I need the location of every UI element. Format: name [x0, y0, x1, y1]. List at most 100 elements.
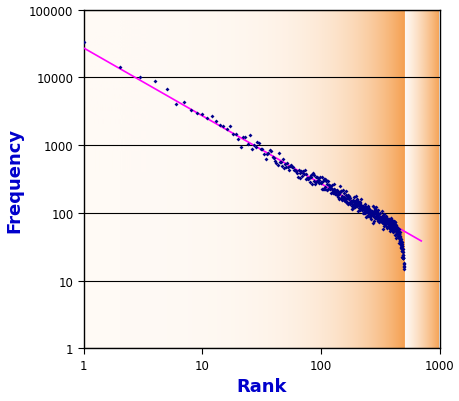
- Point: [371, 208, 378, 214]
- Point: [364, 206, 371, 213]
- Point: [226, 124, 233, 130]
- Point: [291, 169, 299, 175]
- Point: [389, 221, 397, 227]
- Point: [198, 112, 206, 118]
- Point: [384, 220, 391, 227]
- Point: [394, 229, 402, 235]
- Point: [325, 182, 332, 189]
- Point: [384, 219, 392, 225]
- Point: [394, 231, 401, 238]
- Point: [388, 218, 395, 225]
- Point: [312, 180, 319, 186]
- Point: [313, 178, 320, 184]
- Point: [323, 181, 330, 188]
- Point: [390, 219, 397, 226]
- Point: [368, 209, 375, 215]
- Point: [381, 213, 389, 220]
- Point: [272, 160, 280, 167]
- Point: [372, 205, 379, 211]
- Point: [388, 219, 395, 226]
- Point: [361, 210, 368, 217]
- Point: [348, 197, 356, 203]
- Point: [350, 194, 357, 201]
- Point: [325, 184, 333, 190]
- Point: [388, 225, 395, 231]
- Point: [396, 237, 403, 243]
- Point: [330, 186, 337, 192]
- Point: [340, 198, 347, 205]
- Point: [364, 211, 371, 217]
- Point: [271, 158, 278, 165]
- Point: [303, 176, 311, 183]
- Point: [385, 221, 392, 227]
- Point: [385, 218, 392, 224]
- Point: [362, 209, 369, 215]
- Point: [383, 216, 390, 223]
- Point: [378, 213, 386, 219]
- Point: [393, 229, 401, 235]
- Point: [347, 200, 354, 206]
- Point: [339, 194, 347, 200]
- Point: [389, 222, 396, 228]
- Point: [364, 210, 371, 217]
- Point: [359, 205, 366, 211]
- Point: [234, 137, 241, 143]
- Point: [393, 225, 400, 232]
- Point: [387, 227, 394, 234]
- Point: [396, 235, 403, 242]
- Point: [356, 205, 363, 211]
- Point: [398, 252, 406, 259]
- Point: [334, 196, 341, 203]
- Point: [358, 208, 365, 214]
- Point: [379, 214, 386, 220]
- Point: [386, 219, 393, 225]
- Point: [287, 162, 294, 169]
- Point: [394, 234, 401, 240]
- Point: [273, 162, 280, 169]
- Point: [327, 186, 335, 192]
- Point: [332, 188, 340, 194]
- Point: [352, 198, 359, 205]
- Point: [358, 210, 366, 217]
- Point: [261, 156, 269, 163]
- Point: [362, 208, 369, 214]
- Point: [247, 147, 255, 153]
- Point: [324, 186, 331, 192]
- Point: [316, 180, 324, 187]
- Point: [390, 225, 397, 231]
- Point: [350, 205, 357, 211]
- Point: [370, 212, 377, 218]
- Point: [343, 193, 350, 199]
- Point: [313, 176, 321, 182]
- Point: [360, 208, 368, 214]
- Point: [398, 249, 405, 256]
- Point: [299, 168, 307, 175]
- Point: [386, 229, 393, 235]
- Point: [373, 213, 380, 219]
- Point: [348, 207, 355, 213]
- Point: [389, 224, 397, 230]
- Point: [284, 164, 291, 170]
- Point: [397, 241, 404, 247]
- Point: [323, 188, 330, 194]
- Point: [351, 201, 358, 208]
- Point: [389, 223, 396, 229]
- Point: [331, 192, 339, 198]
- Point: [375, 211, 382, 217]
- Point: [396, 238, 403, 244]
- Point: [387, 219, 395, 225]
- Point: [345, 200, 353, 206]
- Point: [394, 231, 402, 238]
- Point: [362, 205, 369, 211]
- Point: [387, 223, 394, 229]
- Point: [285, 167, 292, 174]
- Point: [399, 255, 406, 261]
- Point: [386, 215, 394, 222]
- Point: [382, 217, 390, 223]
- Point: [306, 179, 313, 185]
- Point: [328, 182, 335, 189]
- Point: [381, 223, 389, 229]
- Point: [350, 199, 358, 206]
- Point: [297, 168, 304, 174]
- Point: [274, 150, 282, 156]
